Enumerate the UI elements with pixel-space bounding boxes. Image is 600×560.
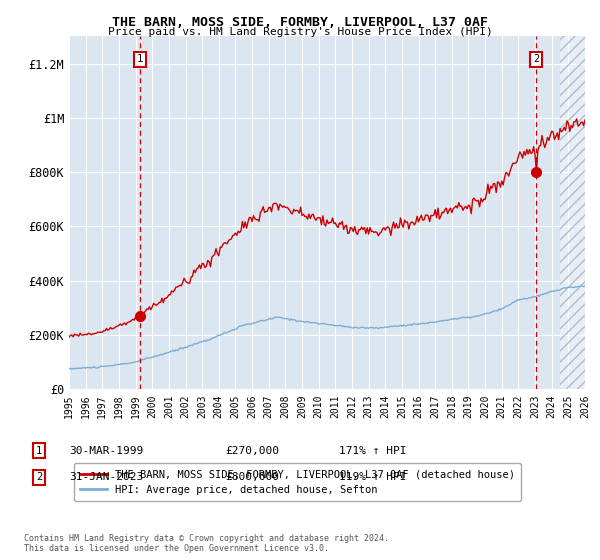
Text: THE BARN, MOSS SIDE, FORMBY, LIVERPOOL, L37 0AF: THE BARN, MOSS SIDE, FORMBY, LIVERPOOL, … <box>112 16 488 29</box>
Bar <box>560 36 585 389</box>
Text: 2: 2 <box>533 54 539 64</box>
Text: 1: 1 <box>137 54 143 64</box>
Text: £270,000: £270,000 <box>225 446 279 456</box>
Text: 31-JAN-2023: 31-JAN-2023 <box>69 472 143 482</box>
Text: Price paid vs. HM Land Registry's House Price Index (HPI): Price paid vs. HM Land Registry's House … <box>107 27 493 37</box>
Text: £800,000: £800,000 <box>225 472 279 482</box>
Text: 119% ↑ HPI: 119% ↑ HPI <box>339 472 407 482</box>
Legend: THE BARN, MOSS SIDE, FORMBY, LIVERPOOL, L37 0AF (detached house), HPI: Average p: THE BARN, MOSS SIDE, FORMBY, LIVERPOOL, … <box>74 463 521 501</box>
Text: 171% ↑ HPI: 171% ↑ HPI <box>339 446 407 456</box>
Text: 2: 2 <box>36 472 42 482</box>
Text: Contains HM Land Registry data © Crown copyright and database right 2024.
This d: Contains HM Land Registry data © Crown c… <box>24 534 389 553</box>
Text: 1: 1 <box>36 446 42 456</box>
Bar <box>560 36 585 389</box>
Text: 30-MAR-1999: 30-MAR-1999 <box>69 446 143 456</box>
